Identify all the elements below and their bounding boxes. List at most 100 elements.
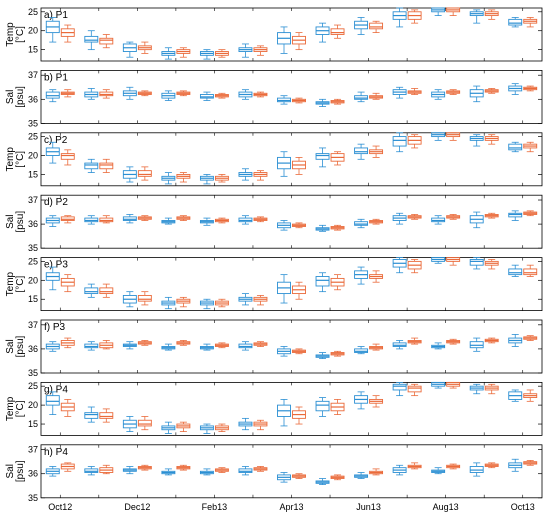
panel-label: g) P4 — [44, 384, 68, 395]
box-b — [214, 423, 229, 433]
box-b — [214, 49, 229, 58]
box-b — [369, 468, 384, 476]
box-b — [176, 296, 191, 308]
panel-label: e) P3 — [44, 260, 68, 271]
box-a — [354, 91, 369, 103]
y-axis-label: Temp — [5, 271, 16, 296]
y-tick-label: 36 — [28, 219, 38, 229]
y-tick-label: 35 — [28, 368, 38, 378]
box-iqr — [45, 91, 60, 99]
box-a — [508, 141, 523, 153]
box-b — [253, 170, 268, 181]
box-a — [392, 257, 407, 274]
box-b — [176, 90, 191, 97]
box-a — [45, 266, 60, 291]
y-tick-label: 37 — [28, 195, 38, 205]
x-tick-label: Oct12 — [48, 502, 72, 512]
panel-label: d) P2 — [44, 197, 68, 208]
box-a — [508, 210, 523, 221]
box-a — [508, 264, 523, 277]
box-b — [330, 399, 345, 415]
box-b — [137, 291, 152, 306]
box-b — [99, 215, 114, 224]
box-iqr — [99, 217, 114, 223]
box-b — [99, 34, 114, 49]
x-tick-label: Dec12 — [124, 502, 150, 512]
box-b — [137, 90, 152, 97]
box-iqr — [84, 287, 99, 295]
box-b — [253, 295, 268, 306]
box-a — [45, 141, 60, 164]
box-a — [238, 43, 253, 58]
box-iqr — [238, 343, 253, 349]
box-a — [45, 215, 60, 227]
plot-frame — [40, 194, 543, 249]
box-b — [484, 383, 499, 395]
y-tick-label: 25 — [28, 132, 38, 142]
box-a — [161, 47, 176, 60]
box-b — [214, 174, 229, 183]
x-tick-label: Oct13 — [511, 502, 535, 512]
box-a — [199, 468, 214, 476]
box-a — [277, 399, 291, 427]
box-iqr — [238, 468, 253, 473]
box-iqr — [392, 136, 407, 147]
box-iqr — [137, 419, 152, 427]
y-tick-label: 15 — [28, 169, 38, 179]
box-a — [238, 341, 253, 351]
box-iqr — [99, 162, 114, 170]
box-a — [238, 215, 253, 225]
box-b — [99, 464, 114, 475]
box-iqr — [523, 268, 538, 276]
x-tick-label: Apr13 — [279, 502, 303, 512]
box-a — [392, 212, 407, 225]
y-axis-label: Temp — [5, 22, 16, 47]
box-b — [292, 406, 306, 425]
box-a — [354, 143, 369, 160]
box-a — [508, 458, 523, 472]
y-tick-label: 36 — [28, 469, 38, 479]
y-tick-label: 35 — [28, 118, 38, 128]
y-tick-label: 15 — [28, 294, 38, 304]
box-a — [238, 466, 253, 476]
box-iqr — [508, 18, 523, 26]
box-b — [407, 259, 422, 274]
panel-label: a) P1 — [44, 10, 68, 21]
box-a — [392, 464, 407, 476]
panel-6: 35 36 37 Sal [psu] f) P3 — [5, 319, 543, 378]
y-tick-label: 20 — [28, 151, 38, 161]
box-a — [161, 172, 176, 185]
box-b — [330, 274, 345, 291]
box-b — [253, 341, 268, 347]
box-iqr — [508, 212, 523, 218]
box-a — [431, 132, 446, 141]
box-a — [277, 95, 291, 105]
box-a — [354, 391, 369, 410]
box-a — [392, 86, 407, 99]
box-b — [330, 98, 345, 105]
box-b — [446, 7, 461, 16]
box-a — [508, 83, 523, 95]
y-axis-unit: [psu] — [15, 335, 26, 357]
panel-label: h) P4 — [44, 447, 68, 458]
box-a — [45, 17, 60, 43]
box-b — [176, 421, 191, 433]
box-a — [122, 41, 137, 58]
box-a — [469, 337, 484, 352]
box-a — [431, 467, 446, 475]
box-b — [446, 463, 461, 470]
box-b — [60, 399, 75, 417]
box-a — [315, 272, 330, 293]
box-iqr — [137, 170, 152, 177]
box-a — [45, 466, 60, 477]
y-tick-label: 36 — [28, 94, 38, 104]
box-iqr — [315, 153, 330, 160]
box-a — [122, 416, 137, 433]
box-b — [99, 283, 114, 298]
box-iqr — [84, 343, 99, 349]
box-iqr — [99, 37, 114, 45]
box-b — [292, 157, 306, 175]
box-iqr — [60, 216, 75, 221]
box-a — [84, 466, 99, 476]
